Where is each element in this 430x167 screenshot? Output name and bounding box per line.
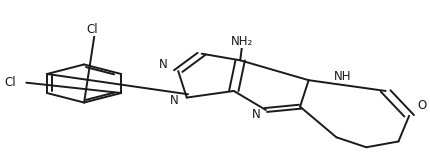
Text: Cl: Cl [87,23,98,36]
Text: N: N [159,58,168,71]
Text: NH₂: NH₂ [231,35,253,48]
Text: N: N [252,108,261,121]
Text: N: N [169,94,178,107]
Text: NH: NH [334,70,352,83]
Text: O: O [418,99,427,112]
Text: Cl: Cl [4,76,15,89]
